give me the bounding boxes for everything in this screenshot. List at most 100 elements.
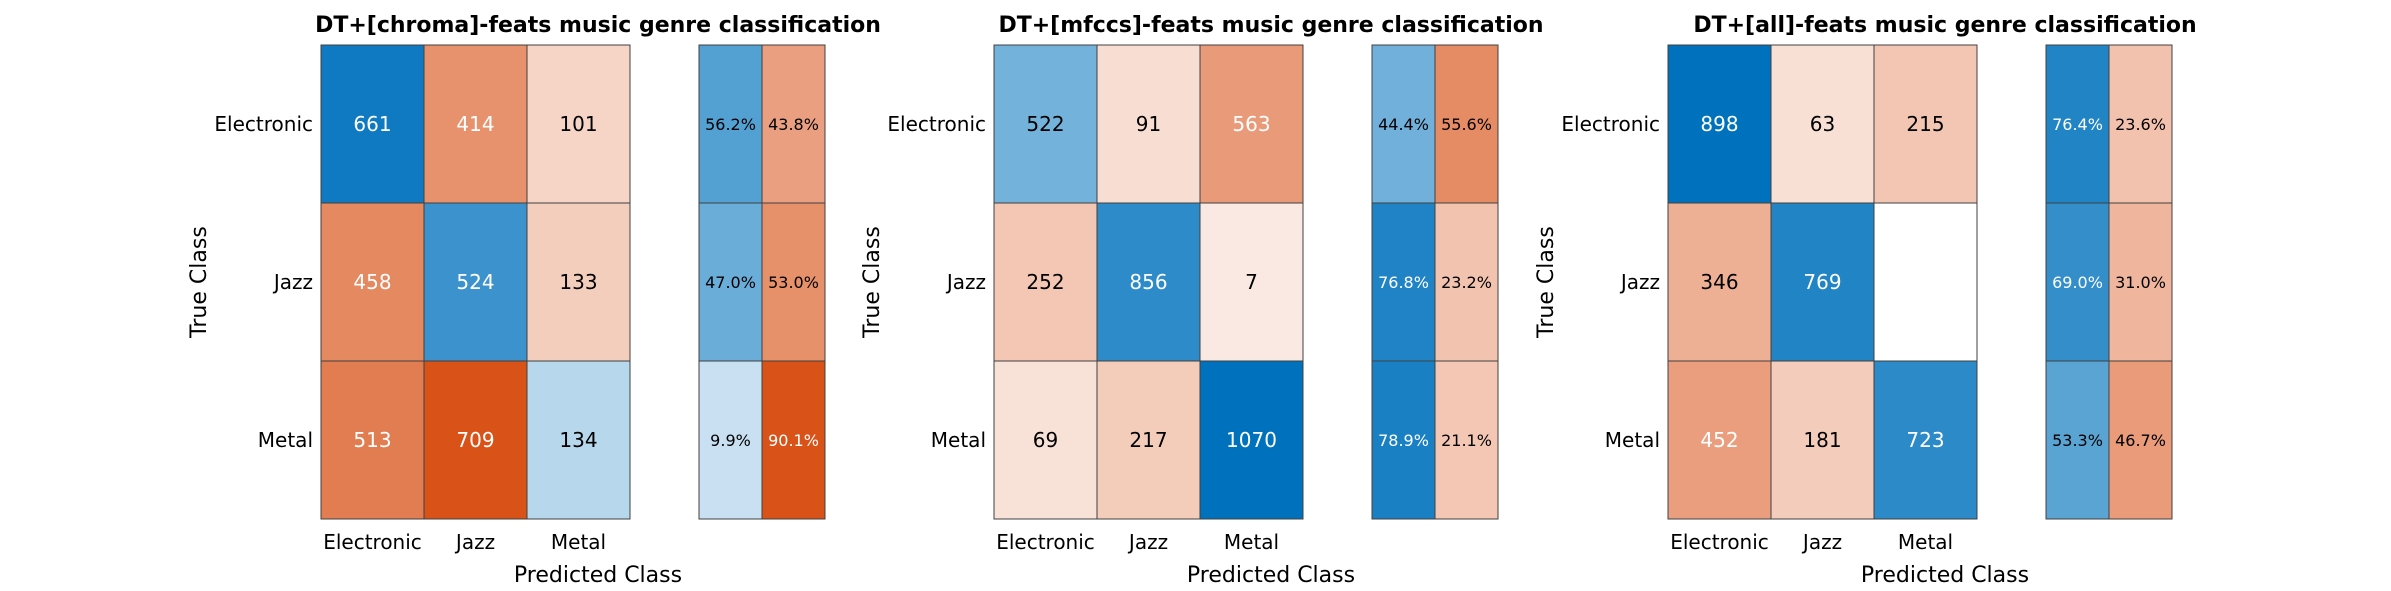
panel-2-summary-cell <box>1434 360 1499 520</box>
panel-1-ylabel: True Class <box>187 226 212 339</box>
panel-3-summary-cell <box>2045 360 2110 520</box>
panel-3-cell <box>1873 44 1978 204</box>
panel-3-summary-value: 23.6% <box>2115 115 2166 134</box>
panel-2-summary-value: 76.8% <box>1378 273 1429 292</box>
panel-2-cell <box>993 202 1098 362</box>
panel-1-cell <box>526 360 631 520</box>
panel-1-cell-value: 134 <box>559 428 597 452</box>
panel-3-title: DT+[all]-feats music genre classificatio… <box>1693 13 2196 38</box>
panel-3-cell <box>1667 44 1772 204</box>
panel-2-cell-value: 7 <box>1245 270 1258 294</box>
panel-1-summary-value: 9.9% <box>710 431 751 450</box>
panel-2-row-label: Electronic <box>887 112 986 136</box>
panel-1-cell <box>320 202 425 362</box>
panel-1-cell <box>423 360 528 520</box>
panel-2-col-label: Jazz <box>1127 530 1168 554</box>
panel-2-summary-cell <box>1371 44 1436 204</box>
panel-3-cell-value: 215 <box>1906 112 1944 136</box>
panel-2-summary-cell <box>1434 44 1499 204</box>
panel-1-summary-value: 47.0% <box>705 273 756 292</box>
panel-3-summary-cell <box>2108 202 2173 362</box>
panel-3-summary-value: 53.3% <box>2052 431 2103 450</box>
panel-1-cell <box>526 44 631 204</box>
panel-1-cell-value: 133 <box>559 270 597 294</box>
panel-3-summary-value: 46.7% <box>2115 431 2166 450</box>
panel-3-xlabel: Predicted Class <box>1861 563 2029 588</box>
panel-2-cell-value: 91 <box>1136 112 1161 136</box>
panel-3-cell-value: 452 <box>1700 428 1738 452</box>
panel-3-col-label: Electronic <box>1670 530 1769 554</box>
panel-1-cell <box>423 202 528 362</box>
panel-2-cell <box>1199 360 1304 520</box>
panel-2-summary-cell <box>1371 202 1436 362</box>
panel-1-cell-value: 414 <box>456 112 494 136</box>
panel-1-row-label: Jazz <box>272 270 313 294</box>
panel-3-col-label: Metal <box>1898 530 1953 554</box>
panel-2-summary-value: 55.6% <box>1441 115 1492 134</box>
panel-1-summary-cell <box>698 44 763 204</box>
panel-3-cell-value: 769 <box>1803 270 1841 294</box>
panel-1-summary-value: 53.0% <box>768 273 819 292</box>
panel-1-cell-value: 458 <box>353 270 391 294</box>
panel-3-cell-value: 898 <box>1700 112 1738 136</box>
panel-2-cell <box>993 360 1098 520</box>
panel-3-summary-cell <box>2108 44 2173 204</box>
panel-2-summary-value: 21.1% <box>1441 431 1492 450</box>
panel-1-summary-value: 90.1% <box>768 431 819 450</box>
panel-1-cell-value: 661 <box>353 112 391 136</box>
panel-3-cell-value: 346 <box>1700 270 1738 294</box>
panel-1-col-label: Jazz <box>454 530 495 554</box>
panel-2-cell-value: 217 <box>1129 428 1167 452</box>
panel-3-cell-value: 181 <box>1803 428 1841 452</box>
panel-2-col-label: Electronic <box>996 530 1095 554</box>
panel-1-cell-value: 101 <box>559 112 597 136</box>
panel-1-cell <box>320 360 425 520</box>
panel-1-row-label: Electronic <box>214 112 313 136</box>
panel-1-summary-cell <box>761 44 826 204</box>
panel-2-xlabel: Predicted Class <box>1187 563 1355 588</box>
panel-1-summary-cell <box>698 202 763 362</box>
panel-2-cell <box>1199 202 1304 362</box>
panel-3-row-label: Jazz <box>1619 270 1660 294</box>
panel-3-cell <box>1770 202 1875 362</box>
panel-1-row-label: Metal <box>258 428 313 452</box>
panel-2-cell-value: 563 <box>1232 112 1270 136</box>
panel-1-cell <box>526 202 631 362</box>
panel-2-cell-value: 1070 <box>1226 428 1277 452</box>
panel-3-summary-value: 76.4% <box>2052 115 2103 134</box>
panel-2-summary-cell <box>1371 360 1436 520</box>
panel-2-title: DT+[mfccs]-feats music genre classificat… <box>998 13 1543 38</box>
panel-1-cell <box>423 44 528 204</box>
panel-3-summary-value: 69.0% <box>2052 273 2103 292</box>
panel-3-col-label: Jazz <box>1801 530 1842 554</box>
panel-2-cell <box>993 44 1098 204</box>
panel-2-col-label: Metal <box>1224 530 1279 554</box>
panel-2-summary-value: 78.9% <box>1378 431 1429 450</box>
panel-2-cell-value: 252 <box>1026 270 1064 294</box>
panel-1-summary-value: 56.2% <box>705 115 756 134</box>
panel-2-cell-value: 856 <box>1129 270 1167 294</box>
panel-1-summary-cell <box>761 360 826 520</box>
panel-1-xlabel: Predicted Class <box>514 563 682 588</box>
panel-2-row-label: Metal <box>931 428 986 452</box>
panel-3-cell <box>1873 202 1978 362</box>
panel-1-cell-value: 709 <box>456 428 494 452</box>
panel-2-cell <box>1096 202 1201 362</box>
panel-1-col-label: Metal <box>551 530 606 554</box>
panel-2-summary-value: 23.2% <box>1441 273 1492 292</box>
panel-2-cell <box>1199 44 1304 204</box>
panel-1-summary-cell <box>698 360 763 520</box>
panel-3-summary-value: 31.0% <box>2115 273 2166 292</box>
panel-1-cell-value: 524 <box>456 270 494 294</box>
panel-2-row-label: Jazz <box>945 270 986 294</box>
panel-1-cell-value: 513 <box>353 428 391 452</box>
panel-2-cell-value: 522 <box>1026 112 1064 136</box>
panel-3-cell-value: 63 <box>1810 112 1835 136</box>
panel-2-cell-value: 69 <box>1033 428 1058 452</box>
panel-2-summary-cell <box>1434 202 1499 362</box>
panel-2-ylabel: True Class <box>860 226 885 339</box>
panel-3-ylabel: True Class <box>1534 226 1559 339</box>
panel-3-summary-cell <box>2045 44 2110 204</box>
panel-2-cell <box>1096 44 1201 204</box>
